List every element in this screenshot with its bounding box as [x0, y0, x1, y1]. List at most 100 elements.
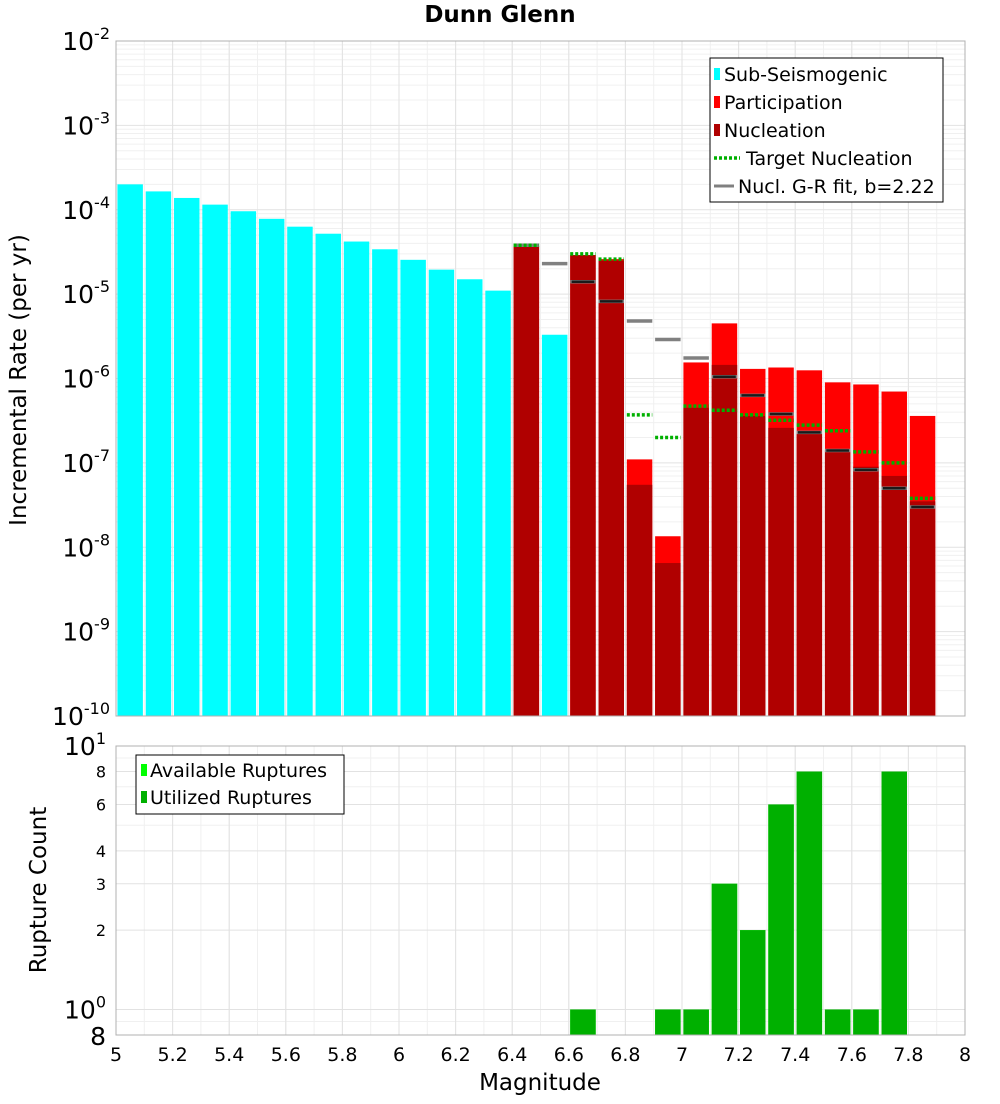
- bottom-y-tick-label: 4: [96, 842, 106, 861]
- bottom-y-tick-label: 101: [64, 729, 106, 761]
- legend-swatch: [141, 791, 147, 803]
- legend-label: Utilized Ruptures: [150, 787, 312, 809]
- top-y-tick-label-exponent: -9: [94, 615, 110, 634]
- sub-seismogenic-bar: [230, 211, 257, 717]
- x-tick-label: 7: [676, 1044, 688, 1066]
- top-y-tick-label: 10-8: [62, 530, 110, 562]
- top-y-tick-label-base: 10: [62, 365, 94, 394]
- top-y-tick-label-base: 10: [62, 111, 94, 140]
- sub-seismogenic-bar: [541, 334, 568, 716]
- nucleation-bar: [853, 466, 879, 716]
- bottom-y-tick-label-base: 4: [96, 842, 106, 861]
- nucleation-bar: [598, 260, 624, 716]
- utilized-ruptures-bar: [796, 771, 823, 1035]
- legend-swatch: [714, 124, 720, 136]
- x-tick-label: 5.6: [271, 1044, 301, 1066]
- utilized-ruptures-bar: [683, 1009, 709, 1035]
- bottom-y-tick-label-exponent: 1: [96, 729, 106, 748]
- top-y-tick-label: 10-10: [52, 699, 110, 731]
- utilized-ruptures-bar: [655, 1009, 681, 1035]
- top-y-tick-label-exponent: -7: [94, 446, 110, 465]
- sub-seismogenic-bar: [315, 233, 341, 716]
- y-axis-label-top: Incremental Rate (per yr): [6, 234, 32, 526]
- top-y-tick-label-base: 10: [62, 196, 94, 225]
- nucleation-bar: [796, 433, 823, 716]
- utilized-ruptures-bar: [881, 771, 907, 1035]
- bottom-y-tick-label-base: 3: [96, 875, 106, 894]
- top-y-tick-label-base: 10: [62, 280, 94, 309]
- sub-seismogenic-bar: [287, 226, 313, 716]
- nucleation-bar: [768, 427, 794, 716]
- sub-seismogenic-bar: [485, 290, 511, 716]
- bottom-y-tick-label-base: 10: [64, 995, 96, 1024]
- top-y-tick-label: 10-9: [62, 615, 110, 647]
- x-tick-label: 7.4: [780, 1044, 810, 1066]
- bottom-y-tick-label-base: 8: [96, 763, 106, 782]
- top-y-tick-label-base: 10: [62, 618, 94, 647]
- nucleation-bar: [740, 415, 766, 716]
- bottom-legend-box: [135, 754, 345, 815]
- legend-swatch: [714, 96, 720, 108]
- utilized-ruptures-bar: [711, 883, 738, 1035]
- y-axis-label-bottom: Rupture Count: [26, 807, 52, 973]
- legend-label: Sub-Seismogenic: [724, 64, 888, 86]
- sub-seismogenic-bar: [258, 218, 285, 716]
- legend-label: Nucl. G-R fit, b=2.22: [738, 176, 935, 198]
- top-y-tick-label-base: 10: [52, 702, 84, 731]
- x-tick-label: 7.6: [837, 1044, 867, 1066]
- x-tick-label: 6.6: [554, 1044, 584, 1066]
- bottom-y-tick-label: 3: [96, 875, 106, 894]
- x-tick-label: 7.8: [893, 1044, 923, 1066]
- legend-swatch: [141, 764, 147, 776]
- bottom-y-tick-label-base: 2: [96, 921, 106, 940]
- bottom-plot-frame: [115, 745, 966, 1036]
- top-legend-box: [709, 57, 944, 203]
- x-tick-label: 6.8: [610, 1044, 640, 1066]
- x-tick-label: 5: [110, 1044, 122, 1066]
- x-tick-label: 5.2: [157, 1044, 187, 1066]
- x-tick-label: 6.2: [440, 1044, 470, 1066]
- top-y-tick-label: 10-7: [62, 446, 110, 478]
- top-y-tick-label: 10-4: [62, 193, 110, 225]
- utilized-ruptures-bar: [824, 1009, 851, 1035]
- x-tick-label: 8: [959, 1044, 971, 1066]
- bottom-y-tick-label-exponent: 0: [96, 992, 106, 1011]
- x-tick-label: 6.4: [497, 1044, 527, 1066]
- nucleation-bar: [626, 484, 653, 716]
- utilized-ruptures-bar: [853, 1009, 879, 1035]
- nucleation-bar: [655, 563, 681, 716]
- top-y-tick-label-exponent: -3: [94, 108, 110, 127]
- utilized-ruptures-bar: [570, 1009, 596, 1035]
- x-axis-label: Magnitude: [479, 1070, 601, 1096]
- bottom-y-tick-label: 2: [96, 921, 106, 940]
- sub-seismogenic-bar: [372, 249, 398, 716]
- top-y-tick-label-base: 10: [62, 449, 94, 478]
- sub-seismogenic-bar: [457, 279, 483, 716]
- sub-seismogenic-bar: [428, 269, 455, 716]
- nucleation-bar: [909, 501, 936, 716]
- top-y-tick-label-base: 10: [62, 533, 94, 562]
- legend-label: Participation: [724, 92, 843, 114]
- bottom-y-tick-label: 6: [96, 795, 106, 814]
- bottom-y-tick-label: 8: [90, 1022, 106, 1051]
- top-y-tick-label-base: 10: [62, 27, 94, 56]
- legend-swatch: [714, 68, 720, 80]
- top-y-tick-label-exponent: -10: [84, 699, 110, 718]
- sub-seismogenic-bar: [145, 191, 172, 717]
- top-y-tick-label-exponent: -2: [94, 24, 110, 43]
- nucleation-bar: [881, 475, 907, 716]
- nucleation-bar: [570, 255, 596, 716]
- legend-label: Nucleation: [724, 120, 826, 142]
- bottom-y-tick-label: 8: [96, 763, 106, 782]
- sub-seismogenic-bar: [174, 197, 200, 717]
- x-tick-label: 5.8: [327, 1044, 357, 1066]
- nucleation-bar: [711, 364, 738, 716]
- top-y-tick-label: 10-3: [62, 108, 110, 140]
- top-y-tick-label: 10-5: [62, 277, 110, 309]
- chart-title: Dunn Glenn: [424, 2, 575, 28]
- x-tick-label: 5.4: [214, 1044, 244, 1066]
- bottom-y-tick-label-base: 10: [64, 732, 96, 761]
- bottom-y-tick-label-base: 8: [90, 1022, 106, 1051]
- nucleation-bar: [683, 407, 709, 716]
